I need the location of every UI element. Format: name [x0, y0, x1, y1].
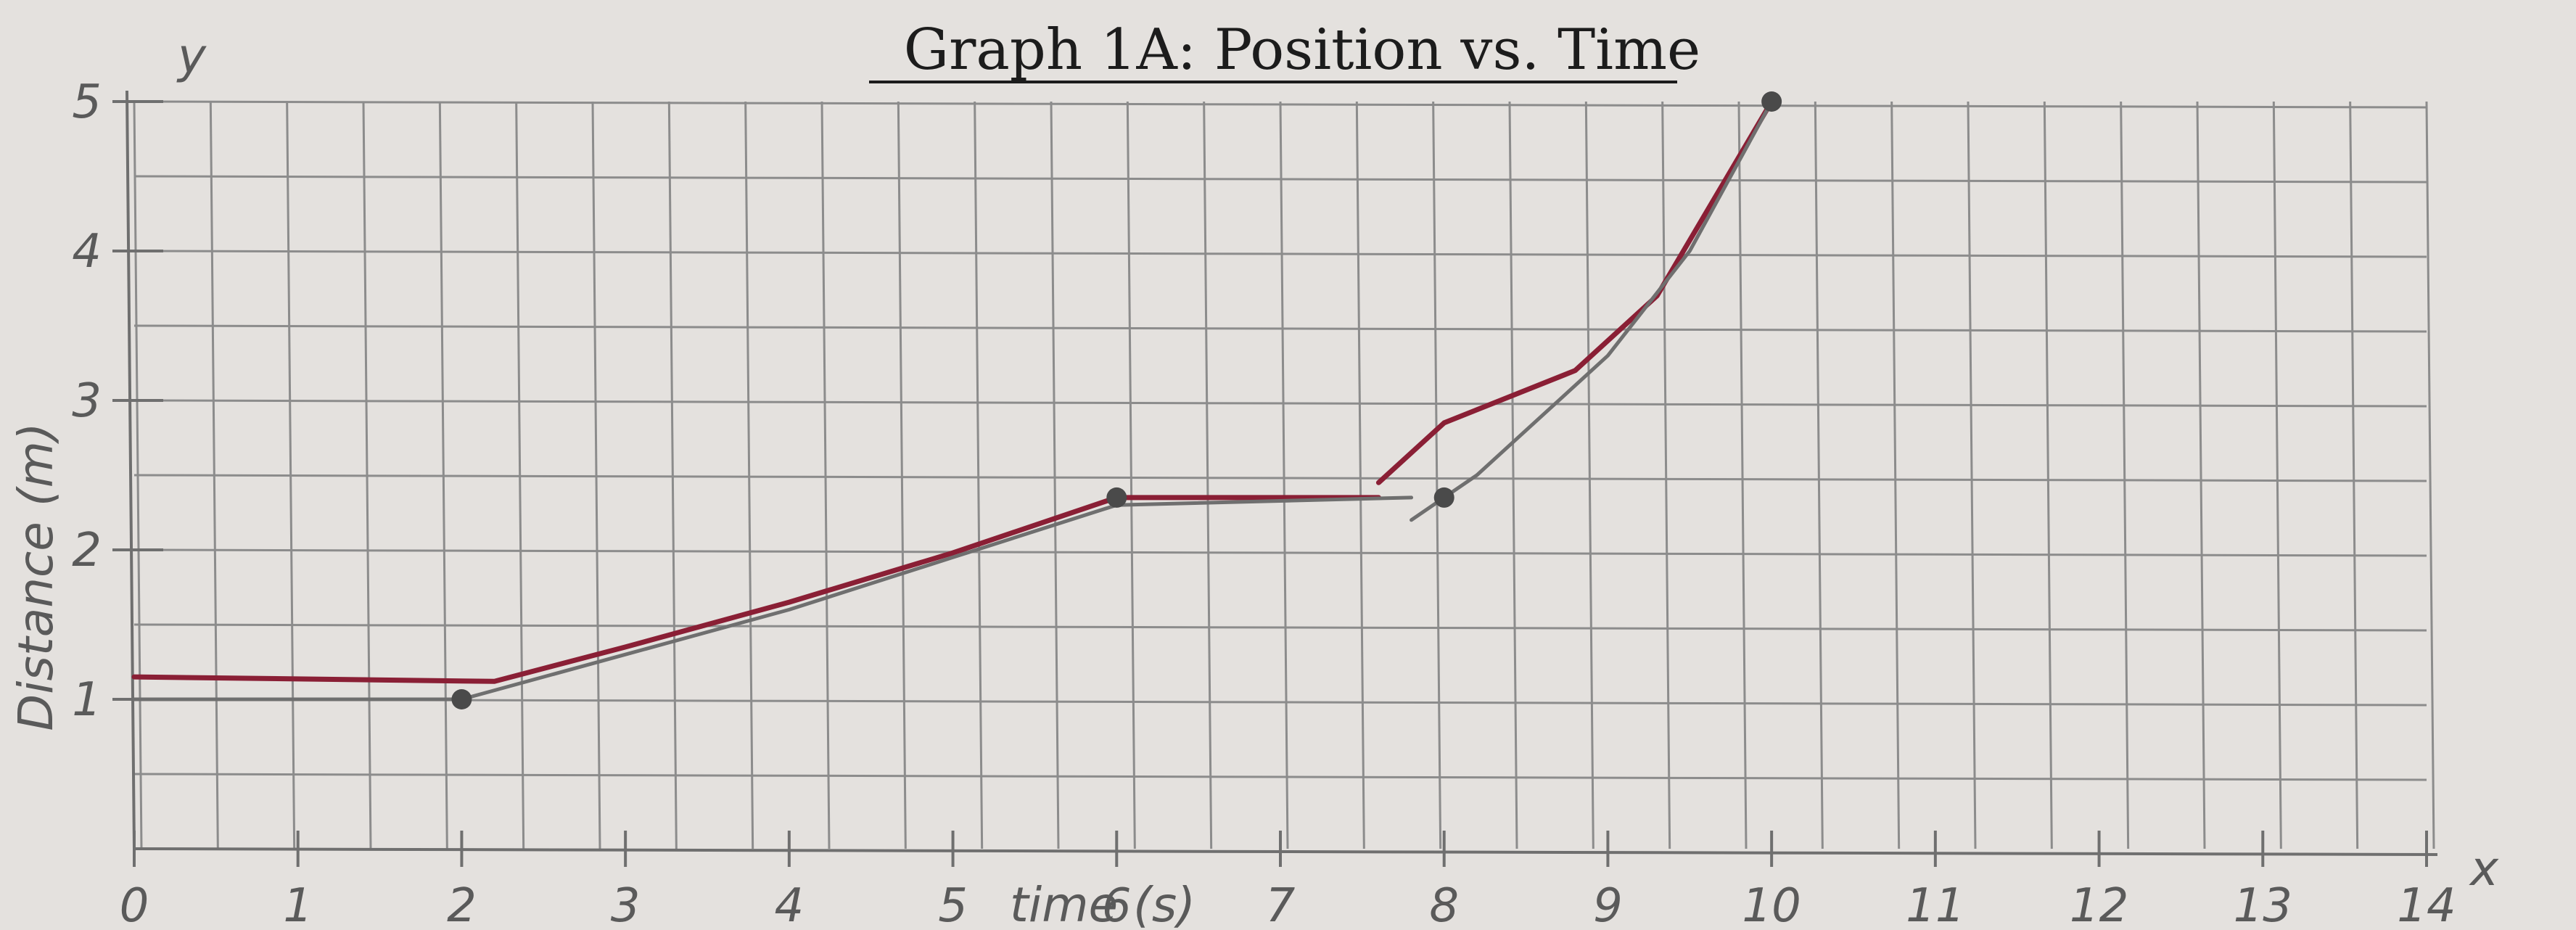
x-axis-letter: x: [2469, 841, 2499, 897]
y-tick-label: 4: [72, 225, 102, 279]
grid-line-vertical: [1890, 101, 1901, 849]
x-tick-label: 7: [1266, 879, 1296, 930]
grid-line-vertical: [1814, 101, 1824, 849]
data-points: [451, 91, 1782, 709]
grid-line-horizontal: [133, 175, 2427, 184]
grid-line-horizontal: [133, 399, 2427, 408]
grid-line-vertical: [1432, 101, 1442, 849]
x-tick-label: 4: [774, 879, 804, 930]
grid-line-vertical: [897, 101, 907, 849]
axes: [112, 90, 2438, 867]
grid-line-horizontal: [133, 623, 2427, 632]
grid-line-horizontal: [133, 773, 2427, 781]
grid-line-horizontal: [133, 474, 2427, 482]
grid-line-horizontal: [133, 324, 2427, 333]
grid-line-vertical: [974, 101, 984, 849]
x-tick-label: 5: [938, 879, 968, 930]
grid-line-vertical: [2272, 101, 2282, 849]
x-tick-label: 11: [1906, 879, 1964, 930]
y-tick-label: 1: [72, 673, 102, 727]
grid-line-vertical: [1203, 101, 1213, 849]
y-tick-label: 5: [72, 75, 102, 129]
grid-line-vertical: [1126, 101, 1136, 849]
grid-line-horizontal: [133, 698, 2427, 707]
x-tick-label: 10: [1742, 879, 1801, 930]
grid-line-vertical: [667, 101, 678, 849]
x-tick-label: 1: [283, 879, 313, 930]
x-tick-label: 2: [447, 879, 477, 930]
grid-line-vertical: [2120, 101, 2130, 849]
x-tick-label: 6: [1102, 879, 1132, 930]
x-tick-label: 14: [2397, 879, 2456, 930]
grid-line-vertical: [2425, 101, 2435, 849]
data-point: [1761, 91, 1782, 112]
grid-line-vertical: [591, 101, 601, 849]
grid-line-vertical: [820, 101, 831, 849]
y-axis-line: [125, 90, 136, 849]
grid-line-vertical: [2043, 101, 2053, 849]
x-tick-label: 9: [1593, 879, 1623, 930]
grid-line-vertical: [2196, 101, 2206, 849]
grid-line-horizontal: [133, 250, 2427, 258]
x-tick-label: 13: [2234, 879, 2292, 930]
y-axis-title: Distance (m): [8, 422, 64, 731]
data-point: [1433, 487, 1454, 508]
grid-line-vertical: [1967, 101, 1977, 849]
grid-line-horizontal: [133, 100, 2427, 109]
x-tick-label: 8: [1429, 879, 1459, 930]
grid-line-vertical: [1050, 101, 1060, 849]
x-axis-title: time (s): [1010, 877, 1196, 930]
grid-line-vertical: [744, 101, 754, 849]
y-axis-letter: y: [176, 28, 207, 84]
grid-line-horizontal: [133, 548, 2427, 557]
grid-line-vertical: [1355, 101, 1365, 849]
grid-line-vertical: [1508, 101, 1518, 849]
x-tick-label: 3: [611, 879, 641, 930]
series-line: [1410, 99, 1774, 522]
chart-title: Graph 1A: Position vs. Time: [904, 17, 1700, 83]
y-tick-label: 2: [72, 524, 102, 577]
grid-line-vertical: [1584, 101, 1594, 849]
grid-line-vertical: [1279, 101, 1289, 849]
x-axis-line: [133, 847, 2438, 856]
data-point: [451, 689, 472, 709]
grid-line-vertical: [1661, 101, 1671, 849]
grid-line-vertical: [1737, 101, 1748, 849]
series-line: [1375, 99, 1774, 485]
y-tick-label: 3: [72, 374, 102, 428]
x-tick-label: 0: [120, 879, 149, 930]
x-tick-label: 12: [2070, 879, 2128, 930]
data-point: [1106, 487, 1127, 508]
grid-line-vertical: [2349, 101, 2359, 849]
